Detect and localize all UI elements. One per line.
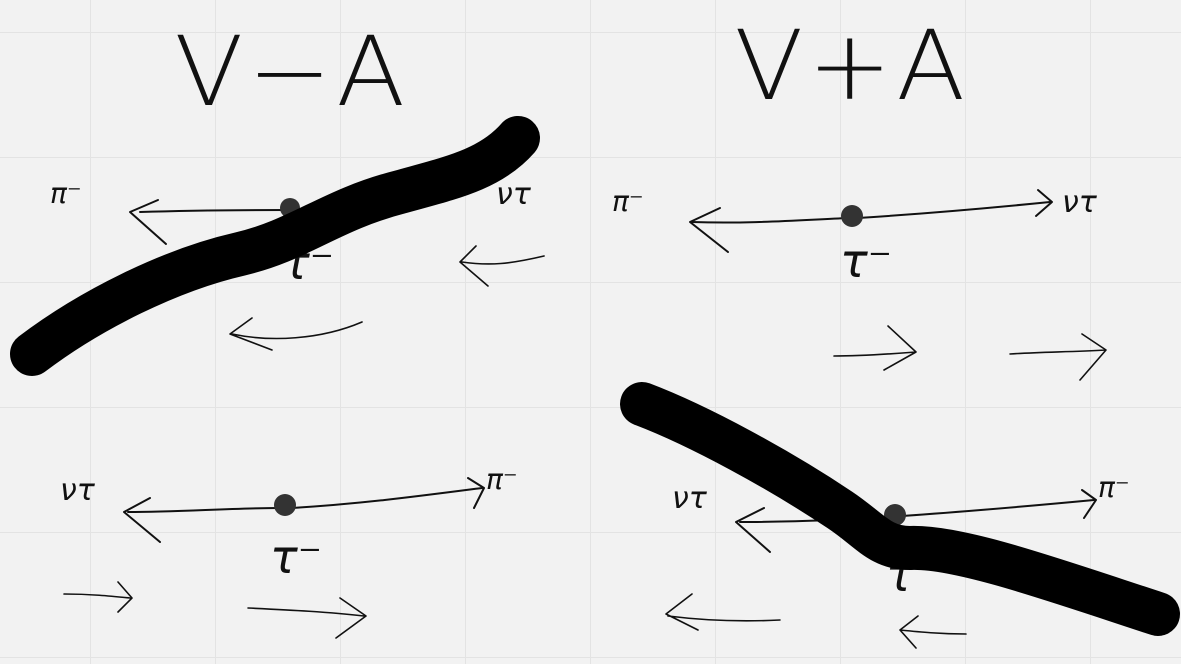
strike-through-top-left bbox=[10, 116, 540, 376]
pion-arrowhead bbox=[129, 199, 167, 245]
neutrino-momentum-line bbox=[857, 201, 1051, 219]
strike-through-bottom-right bbox=[620, 382, 1180, 636]
neutrino-label-bottom-left: ντ bbox=[60, 473, 95, 508]
decay-diagram-bottom-left bbox=[63, 477, 485, 639]
pion-arrowhead bbox=[467, 477, 485, 509]
pion-arrowhead bbox=[689, 207, 729, 253]
tau-vertex-dot bbox=[841, 205, 863, 227]
pion-momentum-line bbox=[291, 487, 483, 509]
tau-spin-arrow bbox=[665, 593, 781, 631]
neutrino-spin-arrow bbox=[1009, 333, 1107, 381]
pion-label-bottom-right: π⁻ bbox=[1098, 471, 1130, 504]
neutrino-label-bottom-right: ντ bbox=[672, 481, 707, 516]
neutrino-arrowhead bbox=[735, 507, 771, 553]
title-v-plus-a: V+A bbox=[734, 10, 970, 122]
neutrino-spin-arrow bbox=[459, 245, 545, 287]
tau-spin-arrow bbox=[247, 597, 367, 639]
tau-label-top-right: τ⁻ bbox=[840, 234, 892, 288]
neutrino-spin-arrow bbox=[899, 615, 967, 649]
pion-arrowhead bbox=[1081, 489, 1097, 519]
neutrino-momentum-line bbox=[127, 507, 281, 513]
pion-label-top-left: π⁻ bbox=[50, 177, 82, 210]
neutrino-arrowhead bbox=[123, 497, 161, 543]
tau-spin-arrow bbox=[833, 325, 917, 371]
pion-momentum-line bbox=[139, 209, 289, 213]
decay-diagram-top-right bbox=[689, 189, 1107, 381]
neutrino-label-top-right: ντ bbox=[1062, 185, 1097, 220]
tau-spin-arrow bbox=[229, 317, 363, 351]
pion-momentum-line bbox=[901, 499, 1095, 517]
pion-label-bottom-left: π⁻ bbox=[486, 463, 518, 496]
neutrino-spin-arrow bbox=[63, 581, 133, 613]
pion-momentum-line bbox=[691, 217, 849, 224]
neutrino-arrowhead bbox=[1035, 189, 1053, 217]
title-v-minus-a: V−A bbox=[174, 16, 410, 128]
pion-label-top-right: π⁻ bbox=[612, 185, 644, 218]
neutrino-label-top-left: ντ bbox=[496, 177, 531, 212]
tau-label-bottom-left: τ⁻ bbox=[270, 530, 322, 584]
tau-vertex-dot bbox=[274, 494, 296, 516]
